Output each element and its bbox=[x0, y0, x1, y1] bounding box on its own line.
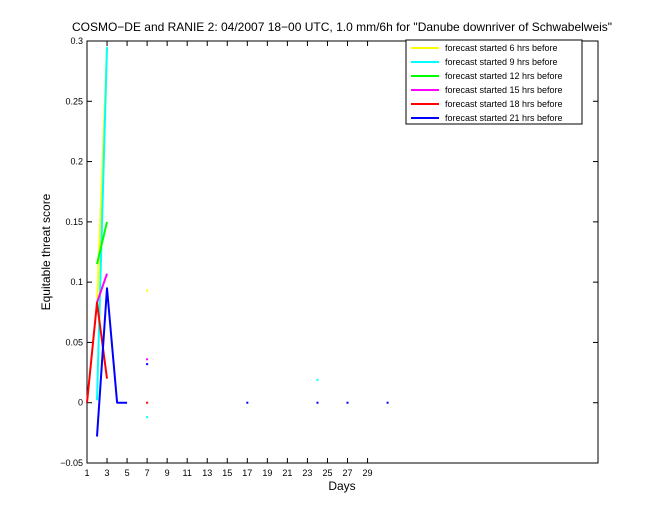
series-point bbox=[146, 416, 149, 419]
series-line bbox=[96, 287, 128, 437]
x-tick-label: 15 bbox=[222, 468, 232, 478]
y-axis-label: Equitable threat score bbox=[39, 193, 53, 310]
x-tick-label: 9 bbox=[165, 468, 170, 478]
y-tick-label: 0.25 bbox=[65, 96, 83, 106]
series-point bbox=[316, 401, 319, 404]
series-point bbox=[146, 358, 149, 361]
series-2 bbox=[96, 221, 108, 265]
series-point bbox=[316, 378, 319, 381]
y-tick-label: 0.2 bbox=[70, 157, 83, 167]
x-tick-label: 21 bbox=[282, 468, 292, 478]
y-tick-label: 0.3 bbox=[70, 36, 83, 46]
x-tick-label: 29 bbox=[363, 468, 373, 478]
x-tick-label: 1 bbox=[84, 468, 89, 478]
y-tick-label: 0.1 bbox=[70, 277, 83, 287]
x-tick-label: 11 bbox=[183, 468, 192, 478]
x-tick-label: 27 bbox=[343, 468, 353, 478]
series-line bbox=[86, 301, 108, 403]
legend: forecast started 6 hrs before forecast st… bbox=[405, 39, 583, 125]
chart-title: COSMO−DE and RANIE 2: 04/2007 18−00 UTC,… bbox=[72, 20, 612, 34]
series-point bbox=[386, 401, 389, 404]
series-line bbox=[96, 46, 108, 401]
x-axis-label: Days bbox=[328, 479, 355, 493]
x-tick-label: 19 bbox=[262, 468, 272, 478]
x-tick-label: 17 bbox=[242, 468, 252, 478]
x-tick-label: 25 bbox=[322, 468, 332, 478]
series-layer bbox=[86, 46, 389, 437]
series-point bbox=[246, 401, 249, 404]
series-3 bbox=[96, 273, 149, 361]
x-tick-label: 7 bbox=[145, 468, 150, 478]
series-point bbox=[146, 289, 149, 292]
tick-group: 1 3 5 7 9 11 13 15 17 19 21 23 25 27 29−0.0500.050.10.… bbox=[60, 36, 598, 478]
series-point bbox=[146, 363, 149, 366]
series-point bbox=[146, 401, 149, 404]
legend-label: forecast started 21 hrs before bbox=[445, 113, 563, 123]
series-1 bbox=[96, 46, 319, 419]
y-tick-label: 0.15 bbox=[65, 217, 83, 227]
series-line bbox=[96, 273, 108, 303]
series-5 bbox=[96, 287, 389, 437]
x-tick-label: 23 bbox=[302, 468, 312, 478]
legend-box bbox=[405, 39, 583, 125]
legend-label: forecast started 15 hrs before bbox=[445, 85, 563, 95]
y-tick-label: 0 bbox=[78, 398, 83, 408]
legend-label: forecast started 9 hrs before bbox=[445, 57, 558, 67]
series-point bbox=[346, 401, 349, 404]
series-4 bbox=[86, 301, 149, 404]
x-tick-label: 5 bbox=[125, 468, 130, 478]
legend-label: forecast started 6 hrs before bbox=[445, 43, 558, 53]
legend-label: forecast started 18 hrs before bbox=[445, 99, 563, 109]
x-tick-label: 3 bbox=[105, 468, 110, 478]
x-tick-label: 13 bbox=[202, 468, 212, 478]
y-tick-label: 0.05 bbox=[65, 337, 83, 347]
legend-label: forecast started 12 hrs before bbox=[445, 71, 563, 81]
y-tick-label: −0.05 bbox=[60, 458, 83, 468]
series-line bbox=[96, 221, 108, 265]
